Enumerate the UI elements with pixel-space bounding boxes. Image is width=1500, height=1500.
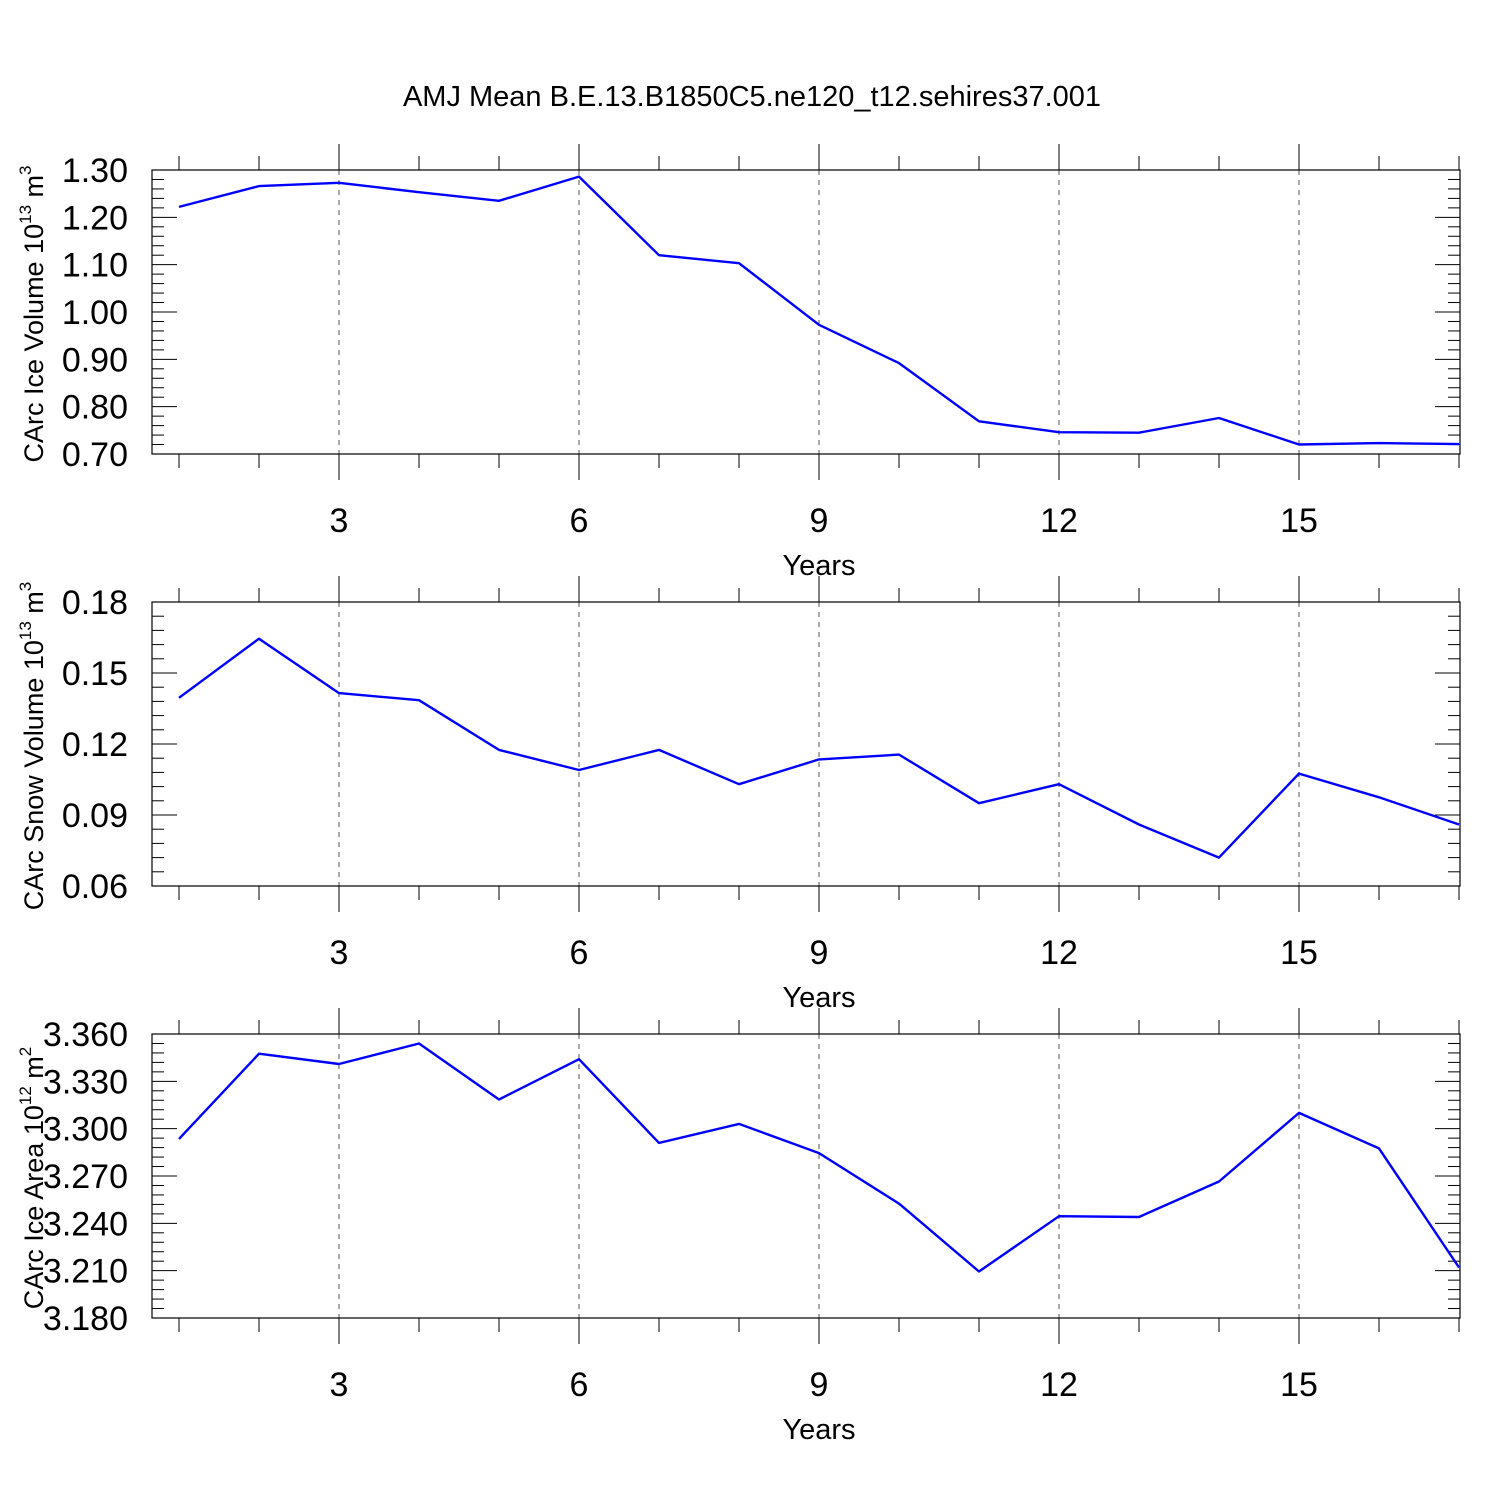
x-tick-label: 6 [570, 1366, 589, 1404]
plot-frame [151, 1033, 1461, 1319]
y-tick-label: 0.90 [62, 341, 128, 379]
y-tick-label: 0.06 [62, 868, 128, 906]
y-tick-label: 3.360 [43, 1016, 128, 1054]
series-line [178, 1042, 1460, 1273]
x-tick-label: 3 [330, 1366, 349, 1404]
y-tick-label: 0.12 [62, 726, 128, 764]
x-tick-label: 15 [1280, 934, 1318, 972]
panel-ice-volume: 3 6 9 12 15Years0.700.800.901.001.101.201.30… [16, 144, 1461, 582]
x-tick-label: 12 [1040, 502, 1078, 540]
y-tick-label: 3.330 [43, 1063, 128, 1101]
x-tick-label: 12 [1040, 934, 1078, 972]
y-axis-label: CArc Ice Area 1012 m2 [16, 1047, 49, 1310]
y-tick-label: 3.180 [43, 1300, 128, 1338]
x-tick-label: 12 [1040, 1366, 1078, 1404]
x-axis-label: Years [782, 1414, 855, 1446]
x-tick-label: 15 [1280, 1366, 1318, 1404]
panel-ice-area: 3 6 9 12 15 Years 3.180 3.210 3.240 3.270 3.300 3.3… [16, 1008, 1461, 1446]
y-tick-label: 1.10 [62, 247, 128, 285]
y-tick-label: 0.15 [62, 655, 128, 693]
y-tick-label: 3.300 [43, 1111, 128, 1149]
y-tick-label: 0.18 [62, 584, 128, 622]
x-tick-label: 15 [1280, 502, 1318, 540]
x-tick-label: 6 [570, 934, 589, 972]
x-tick-label: 3 [330, 934, 349, 972]
y-tick-label: 0.09 [62, 797, 128, 835]
plot-frame [151, 169, 1461, 455]
x-tick-label: 3 [330, 502, 349, 540]
y-tick-label: 3.240 [43, 1205, 128, 1243]
y-axis-label: CArc Snow Volume 1013 m3 [16, 582, 49, 911]
y-tick-label: 1.30 [62, 152, 128, 190]
x-tick-label: 9 [810, 502, 829, 540]
y-tick-label: 0.80 [62, 389, 128, 427]
x-tick-label: 9 [810, 1366, 829, 1404]
series-line [178, 175, 1460, 446]
figure-title: AMJ Mean B.E.13.B1850C5.ne120_t12.sehire… [403, 81, 1101, 113]
x-tick-label: 9 [810, 934, 829, 972]
y-axis-label: CArc Ice Volume 1013 m3 [16, 165, 49, 462]
y-tick-label: 1.20 [62, 199, 128, 237]
y-tick-label: 3.270 [43, 1158, 128, 1196]
y-tick-label: 3.210 [43, 1253, 128, 1291]
series-line [178, 637, 1460, 859]
x-tick-label: 6 [570, 502, 589, 540]
y-tick-label: 1.00 [62, 294, 128, 332]
plot-frame [151, 601, 1461, 887]
y-tick-label: 0.70 [62, 436, 128, 474]
